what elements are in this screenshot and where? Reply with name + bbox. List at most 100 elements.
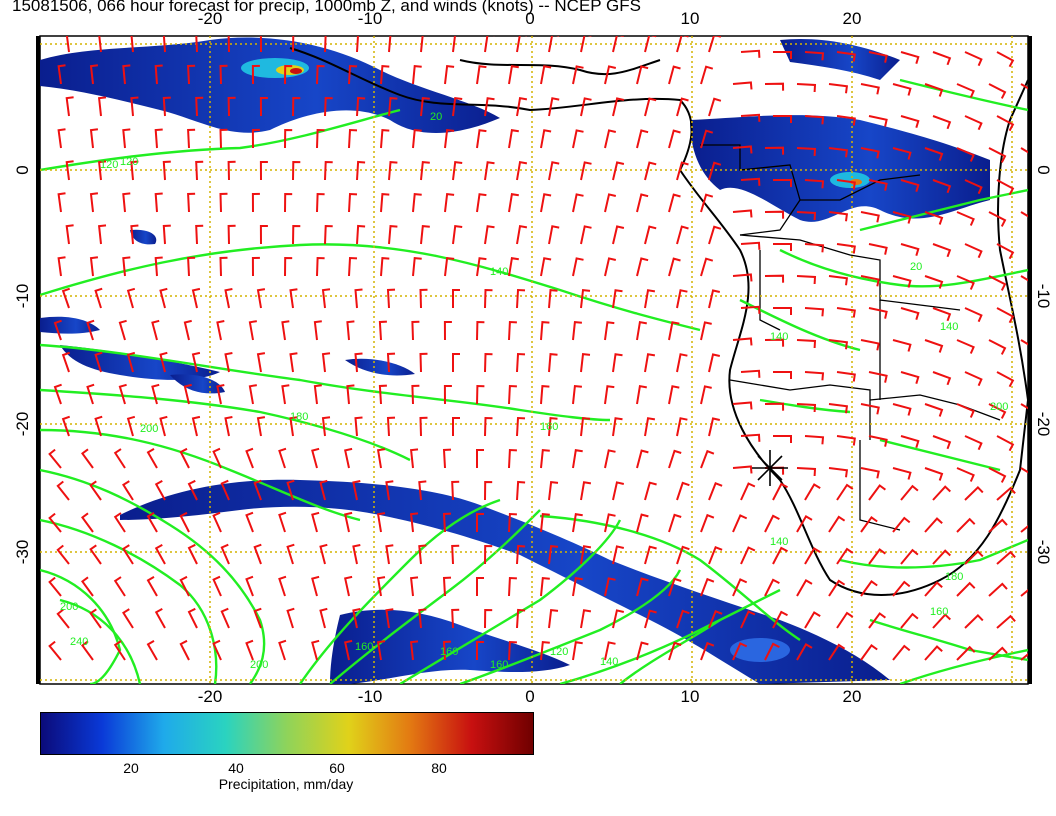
wind-barb [988, 339, 1007, 355]
wind-barb [451, 544, 460, 565]
wind-barb [732, 401, 753, 410]
wind-barb [996, 550, 1016, 565]
top-lon-tick-label: 0 [525, 9, 534, 28]
wind-barb [828, 403, 849, 414]
colorbar-tick-label: 20 [123, 760, 139, 776]
wind-barb [796, 467, 817, 477]
wind-barb [932, 307, 952, 322]
wind-barb [892, 516, 911, 533]
wind-barb [836, 547, 854, 565]
wind-barb [548, 161, 560, 181]
map-frame [36, 35, 1032, 685]
wind-barb [740, 49, 761, 58]
wind-barb [352, 608, 361, 629]
wind-barb [278, 511, 287, 533]
wind-barb [892, 580, 911, 597]
right-lat-tick-label: -20 [1034, 412, 1053, 437]
wind-barb [636, 257, 649, 277]
wind-barb [1020, 525, 1028, 533]
wind-barb [764, 402, 785, 411]
wind-barb [159, 351, 168, 373]
contour-label: 120 [550, 646, 568, 658]
wind-barb [572, 513, 583, 533]
colorbar [40, 712, 534, 755]
wind-barb [740, 610, 756, 629]
wind-barb [409, 448, 419, 469]
wind-barb [988, 147, 1007, 163]
wind-barb [868, 371, 888, 383]
wind-barb [484, 288, 493, 309]
wind-barb [219, 64, 228, 85]
wind-barb [900, 548, 919, 565]
wind-barb [179, 511, 190, 533]
wind-barb [700, 257, 714, 277]
wind-barb [159, 415, 168, 437]
wind-barb [443, 385, 452, 405]
wind-barb [452, 96, 463, 117]
wind-barb [122, 192, 131, 213]
wind-barb [860, 339, 880, 351]
wind-barb [484, 352, 493, 373]
wind-barb [484, 480, 493, 501]
wind-barb [636, 385, 647, 405]
wind-barb [245, 447, 254, 469]
wind-barb [191, 351, 201, 373]
wind-barb [195, 36, 198, 53]
wind-barb [1020, 83, 1028, 90]
wind-barb [860, 83, 880, 95]
wind-barb [278, 447, 287, 469]
wind-barb [122, 608, 134, 629]
wind-barb [259, 36, 262, 53]
wind-barb [868, 243, 888, 255]
wind-barb [508, 640, 517, 661]
wind-barb [122, 480, 134, 501]
right-lat-tick-label: 0 [1034, 165, 1053, 174]
wind-barb [956, 83, 975, 98]
wind-barb [94, 351, 103, 373]
wind-barb [476, 129, 487, 149]
wind-barb [892, 644, 911, 661]
bottom-lon-tick-label: 0 [525, 687, 534, 706]
wind-barb [996, 371, 1015, 388]
wind-barb [313, 320, 322, 341]
wind-barb [126, 415, 136, 437]
wind-barb [484, 416, 493, 437]
wind-barb [411, 384, 420, 405]
wind-barb [964, 371, 983, 387]
wind-barb [89, 128, 99, 149]
wind-barb [476, 193, 487, 213]
wind-barb [828, 515, 846, 533]
wind-barb [259, 161, 268, 181]
wind-barb [89, 480, 102, 501]
wind-barb [773, 179, 792, 187]
wind-barb [118, 319, 127, 341]
wind-barb [932, 549, 951, 565]
wind-barb [118, 383, 127, 405]
wind-barb [65, 36, 70, 53]
wind-barb [996, 614, 1016, 629]
wind-barb [796, 643, 813, 661]
wind-barb [484, 225, 495, 245]
contour-label: 140 [940, 321, 958, 333]
wind-barb [380, 65, 390, 85]
wind-barb [868, 612, 886, 629]
wind-barb [219, 128, 228, 149]
wind-barb [740, 305, 761, 314]
wind-barb [796, 515, 813, 533]
wind-barb [988, 403, 1007, 419]
wind-barb [130, 96, 139, 117]
wind-barb [773, 51, 792, 59]
wind-barb [804, 371, 825, 381]
wind-barb [540, 321, 550, 341]
wind-barb [924, 645, 943, 661]
wind-barb [146, 576, 158, 597]
wind-barb [191, 415, 201, 437]
wind-barb [57, 128, 66, 149]
wind-barb [996, 307, 1015, 324]
wind-barb [764, 642, 780, 661]
wind-barb [130, 224, 139, 245]
wind-barb [281, 320, 290, 341]
wind-barb [183, 383, 192, 405]
wind-barb [452, 224, 463, 245]
wind-barb [219, 192, 228, 213]
